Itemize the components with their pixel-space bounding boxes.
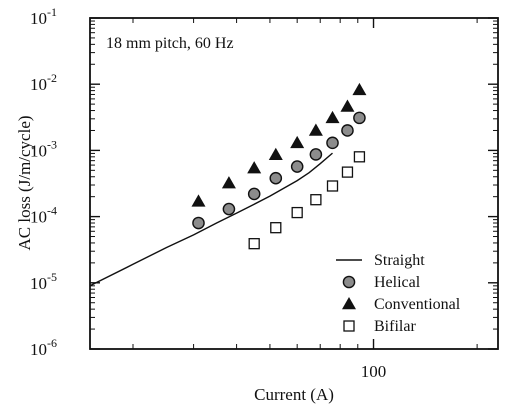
data-point-bifilar bbox=[341, 166, 354, 178]
data-point-helical bbox=[192, 216, 205, 230]
data-point-helical bbox=[222, 202, 236, 216]
y-tick-label: 10-4 bbox=[30, 204, 57, 227]
data-point-helical bbox=[341, 124, 354, 137]
data-point-conventional bbox=[191, 194, 206, 207]
y-tick-label: 10-5 bbox=[30, 270, 57, 293]
data-point-conventional bbox=[290, 135, 305, 149]
plot-axes bbox=[89, 17, 499, 350]
plot-frame bbox=[89, 17, 499, 350]
chart-annotation: 18 mm pitch, 60 Hz bbox=[106, 35, 234, 52]
legend-label-conventional: Conventional bbox=[374, 296, 461, 313]
y-tick-label: 10-6 bbox=[30, 336, 57, 359]
series-conventional bbox=[191, 82, 367, 207]
legend-label-helical: Helical bbox=[374, 274, 421, 291]
data-point-conventional bbox=[340, 99, 355, 112]
data-point-bifilar bbox=[310, 194, 322, 206]
y-axis-label: AC loss (J/m/cycle) bbox=[15, 115, 34, 250]
data-point-conventional bbox=[221, 176, 236, 189]
data-point-bifilar bbox=[270, 222, 282, 234]
x-tick-label: 100 bbox=[361, 362, 387, 381]
y-tick-label: 10-1 bbox=[30, 5, 57, 28]
series-helical bbox=[192, 111, 366, 230]
data-point-conventional bbox=[268, 147, 283, 160]
legend-label-bifilar: Bifilar bbox=[374, 318, 416, 335]
data-point-bifilar bbox=[326, 180, 339, 192]
series-layer bbox=[89, 82, 367, 287]
x-axis-label: Current (A) bbox=[254, 385, 334, 404]
chart-legend: Straight Helical Conventional Bifilar bbox=[336, 252, 461, 335]
data-point-helical bbox=[247, 187, 261, 201]
y-tick-label: 10-2 bbox=[30, 71, 57, 94]
data-point-conventional bbox=[308, 123, 323, 136]
legend-swatch-conventional bbox=[342, 297, 356, 310]
data-point-bifilar bbox=[248, 238, 260, 250]
series-straight bbox=[89, 152, 333, 287]
data-point-conventional bbox=[352, 82, 367, 96]
legend-swatch-helical bbox=[342, 275, 356, 289]
legend-label-straight: Straight bbox=[374, 252, 425, 269]
data-point-bifilar bbox=[353, 151, 366, 163]
data-point-helical bbox=[326, 136, 339, 150]
data-point-helical bbox=[309, 148, 323, 161]
series-bifilar bbox=[248, 151, 366, 250]
data-point-helical bbox=[269, 171, 283, 185]
tick-marks bbox=[90, 17, 498, 350]
data-point-conventional bbox=[325, 110, 340, 124]
tick-labels: 10-6 10-5 10-4 10-3 10-2 10-1 100 bbox=[30, 5, 386, 381]
y-tick-label: 10-3 bbox=[30, 137, 57, 160]
legend-swatch-bifilar bbox=[343, 320, 355, 332]
series-line-straight bbox=[89, 152, 333, 287]
data-point-helical bbox=[353, 111, 366, 125]
data-point-helical bbox=[290, 160, 304, 173]
data-point-bifilar bbox=[291, 206, 303, 219]
data-point-conventional bbox=[247, 161, 262, 174]
